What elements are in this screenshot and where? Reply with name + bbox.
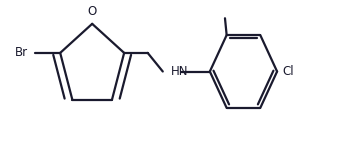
- Text: O: O: [87, 5, 97, 18]
- Text: Br: Br: [15, 46, 28, 59]
- Text: Cl: Cl: [282, 65, 294, 78]
- Text: HN: HN: [171, 65, 189, 78]
